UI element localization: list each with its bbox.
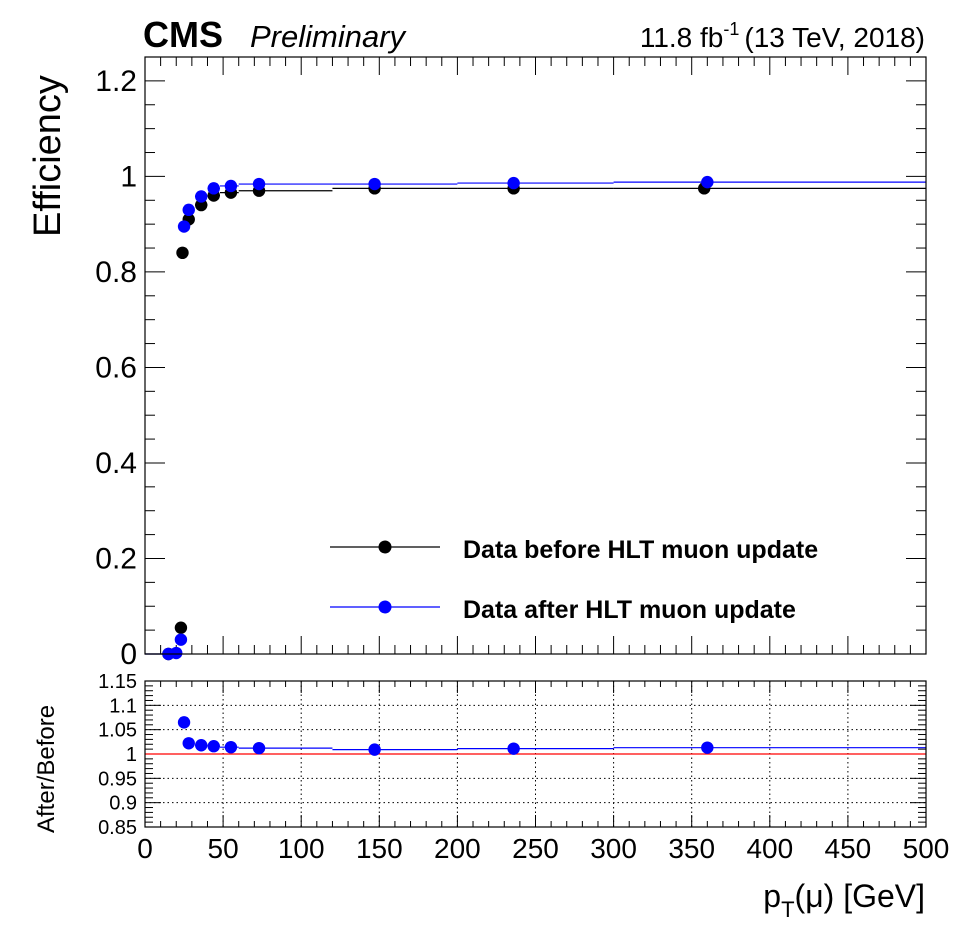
data-point <box>701 175 714 189</box>
ratio-y-tick-label: 0.85 <box>98 817 137 839</box>
data-point <box>224 179 238 193</box>
data-point <box>368 177 381 191</box>
x-tick-label: 450 <box>825 833 872 864</box>
y-axis-label-efficiency: Efficiency <box>27 75 69 237</box>
data-point <box>195 198 208 212</box>
ratio-y-tick-label: 0.9 <box>109 793 137 815</box>
ratio-point <box>701 741 714 754</box>
x-axis-label-p: p <box>763 878 781 914</box>
legend-entry-after: Data after HLT muon update <box>330 596 796 624</box>
y-tick-label: 0.8 <box>95 256 137 289</box>
data-point <box>507 176 520 190</box>
y-tick-label: 0.6 <box>95 351 137 384</box>
ratio-point <box>252 741 266 755</box>
top-panel-series <box>145 175 926 661</box>
ratio-point <box>207 740 220 753</box>
ratio-point <box>224 740 238 754</box>
x-tick-label: 0 <box>137 833 153 864</box>
legend-label-before: Data before HLT muon update <box>463 536 818 564</box>
x-axis-label-subscript: T <box>781 897 794 922</box>
ratio-point <box>177 716 191 729</box>
y-tick-label: 0.2 <box>95 542 137 575</box>
y-tick-label: 0 <box>120 638 137 671</box>
x-axis-label-rest: (μ) [GeV] <box>795 878 925 914</box>
legend: Data before HLT muon update Data after H… <box>330 536 818 624</box>
luminosity-value: 11.8 fb <box>640 22 724 53</box>
data-point <box>176 246 189 260</box>
ratio-series <box>177 716 926 756</box>
efficiency-panel: 0 0.2 0.4 0.6 0.8 1 1.2 Efficiency Data before… <box>27 56 927 671</box>
x-tick-label: 300 <box>590 833 637 864</box>
y-tick-label: 1 <box>120 160 137 193</box>
ratio-y-tick-label: 1.1 <box>109 695 137 717</box>
ratio-panel-series <box>177 716 926 756</box>
series-before <box>145 182 926 661</box>
x-tick-label: 400 <box>746 833 793 864</box>
ratio-point <box>182 737 195 750</box>
cms-label: CMS <box>143 14 223 55</box>
data-point <box>252 177 266 191</box>
legend-entry-before: Data before HLT muon update <box>330 536 818 564</box>
x-tick-label: 100 <box>278 833 325 864</box>
x-tick-label: 200 <box>434 833 481 864</box>
top-panel-frame <box>144 56 927 655</box>
data-point <box>177 220 191 233</box>
top-panel-y-tick-labels: 0 0.2 0.4 0.6 0.8 1 1.2 <box>95 65 137 671</box>
x-tick-label: 150 <box>356 833 403 864</box>
ratio-y-tick-label: 1.05 <box>98 720 137 742</box>
ratio-point <box>368 743 381 756</box>
data-point <box>170 646 183 660</box>
legend-label-after: Data after HLT muon update <box>463 596 796 624</box>
luminosity-label: 11.8 fb-1 (13 TeV, 2018) <box>640 19 925 53</box>
ratio-panel-frame <box>144 680 927 828</box>
ratio-point <box>195 739 208 752</box>
legend-marker-before <box>378 540 392 554</box>
x-tick-label: 500 <box>903 833 950 864</box>
x-tick-label: 50 <box>208 833 239 864</box>
data-point <box>174 633 188 646</box>
legend-marker-after <box>378 600 392 614</box>
y-tick-label: 0.4 <box>95 447 137 480</box>
data-point <box>174 621 188 634</box>
preliminary-label: Preliminary <box>250 19 408 54</box>
y-axis-label-ratio: After/Before <box>33 705 60 833</box>
ratio-y-tick-label: 0.95 <box>98 768 137 790</box>
x-axis-label: pT(μ) [GeV] <box>763 878 925 922</box>
luminosity-energy: (13 TeV, 2018) <box>744 22 925 53</box>
x-tick-label: 350 <box>668 833 715 864</box>
x-axis-tick-labels: 0 50 100 150 200 250 300 350 400 450 500 <box>137 833 949 864</box>
data-point <box>182 203 195 217</box>
data-point <box>195 190 208 203</box>
ratio-point <box>507 742 520 755</box>
series-after <box>145 175 926 661</box>
top-panel-ticks <box>144 56 927 655</box>
data-point <box>207 182 220 195</box>
ratio-y-tick-label: 1 <box>126 744 137 766</box>
luminosity-exponent: -1 <box>723 19 739 39</box>
x-tick-label: 250 <box>512 833 559 864</box>
y-tick-label: 1.2 <box>95 65 137 98</box>
ratio-y-tick-label: 1.15 <box>98 671 137 693</box>
